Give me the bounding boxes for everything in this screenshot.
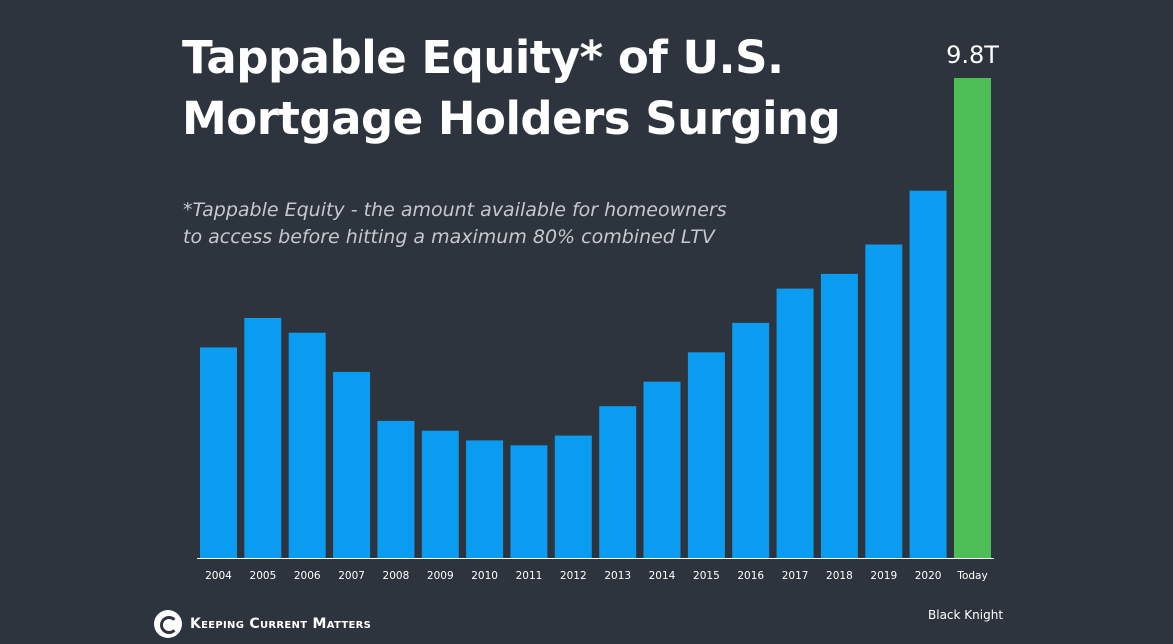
x-tick-label: 2008: [383, 570, 410, 582]
bar-2010: [466, 440, 504, 558]
chart-title: Tappable Equity* of U.S. Mortgage Holder…: [182, 28, 902, 150]
x-tick-label: Today: [956, 570, 987, 582]
x-tick-label: 2013: [604, 570, 631, 582]
bar-2008: [377, 420, 415, 558]
bar-2011: [510, 445, 548, 558]
bar-2018: [820, 273, 858, 558]
bar-2013: [599, 406, 637, 558]
x-tick-label: 2015: [693, 570, 720, 582]
x-tick-label: 2019: [870, 570, 897, 582]
chart-footnote-line-2: to access before hitting a maximum 80% c…: [183, 225, 715, 248]
x-tick-label: 2004: [205, 570, 232, 582]
chart-title-line-1: Tappable Equity* of U.S.: [182, 31, 784, 84]
brand-logo: Keeping Current Matters: [154, 609, 371, 639]
x-tick-label: 2006: [294, 570, 321, 582]
x-tick-label: 2009: [427, 570, 454, 582]
x-tick-label: 2014: [649, 570, 676, 582]
bar-2017: [776, 288, 814, 558]
bar-2005: [244, 318, 282, 558]
chart-footnote: *Tappable Equity - the amount available …: [183, 197, 863, 251]
chart-title-line-2: Mortgage Holders Surging: [182, 91, 841, 145]
bar-2012: [554, 435, 592, 558]
x-tick-label: 2012: [560, 570, 587, 582]
bar-2016: [732, 322, 770, 558]
bar-2019: [865, 244, 903, 558]
x-tick-label: 2010: [471, 570, 498, 582]
bar-today: [954, 78, 991, 558]
bar-2015: [687, 352, 725, 558]
chart-footnote-line-1: *Tappable Equity - the amount available …: [183, 199, 727, 221]
x-tick-label: 2018: [826, 570, 853, 582]
x-tick-label: 2020: [915, 570, 942, 582]
x-tick-label: 2011: [516, 570, 543, 582]
brand-name: Keeping Current Matters: [190, 616, 372, 632]
x-tick-label: 2017: [782, 570, 809, 582]
bar-2006: [288, 332, 326, 558]
x-tick-label: 2016: [737, 570, 764, 582]
source-credit: Black Knight: [928, 608, 1004, 622]
data-label: 9.8T: [946, 41, 999, 69]
x-tick-label: 2005: [250, 570, 277, 582]
bar-2020: [909, 190, 947, 558]
bar-2004: [200, 347, 237, 558]
bar-2009: [421, 430, 459, 558]
bar-2014: [643, 381, 681, 558]
swirl-logo-icon: [154, 610, 182, 638]
x-tick-label: 2007: [338, 570, 365, 582]
bar-2007: [333, 371, 371, 558]
